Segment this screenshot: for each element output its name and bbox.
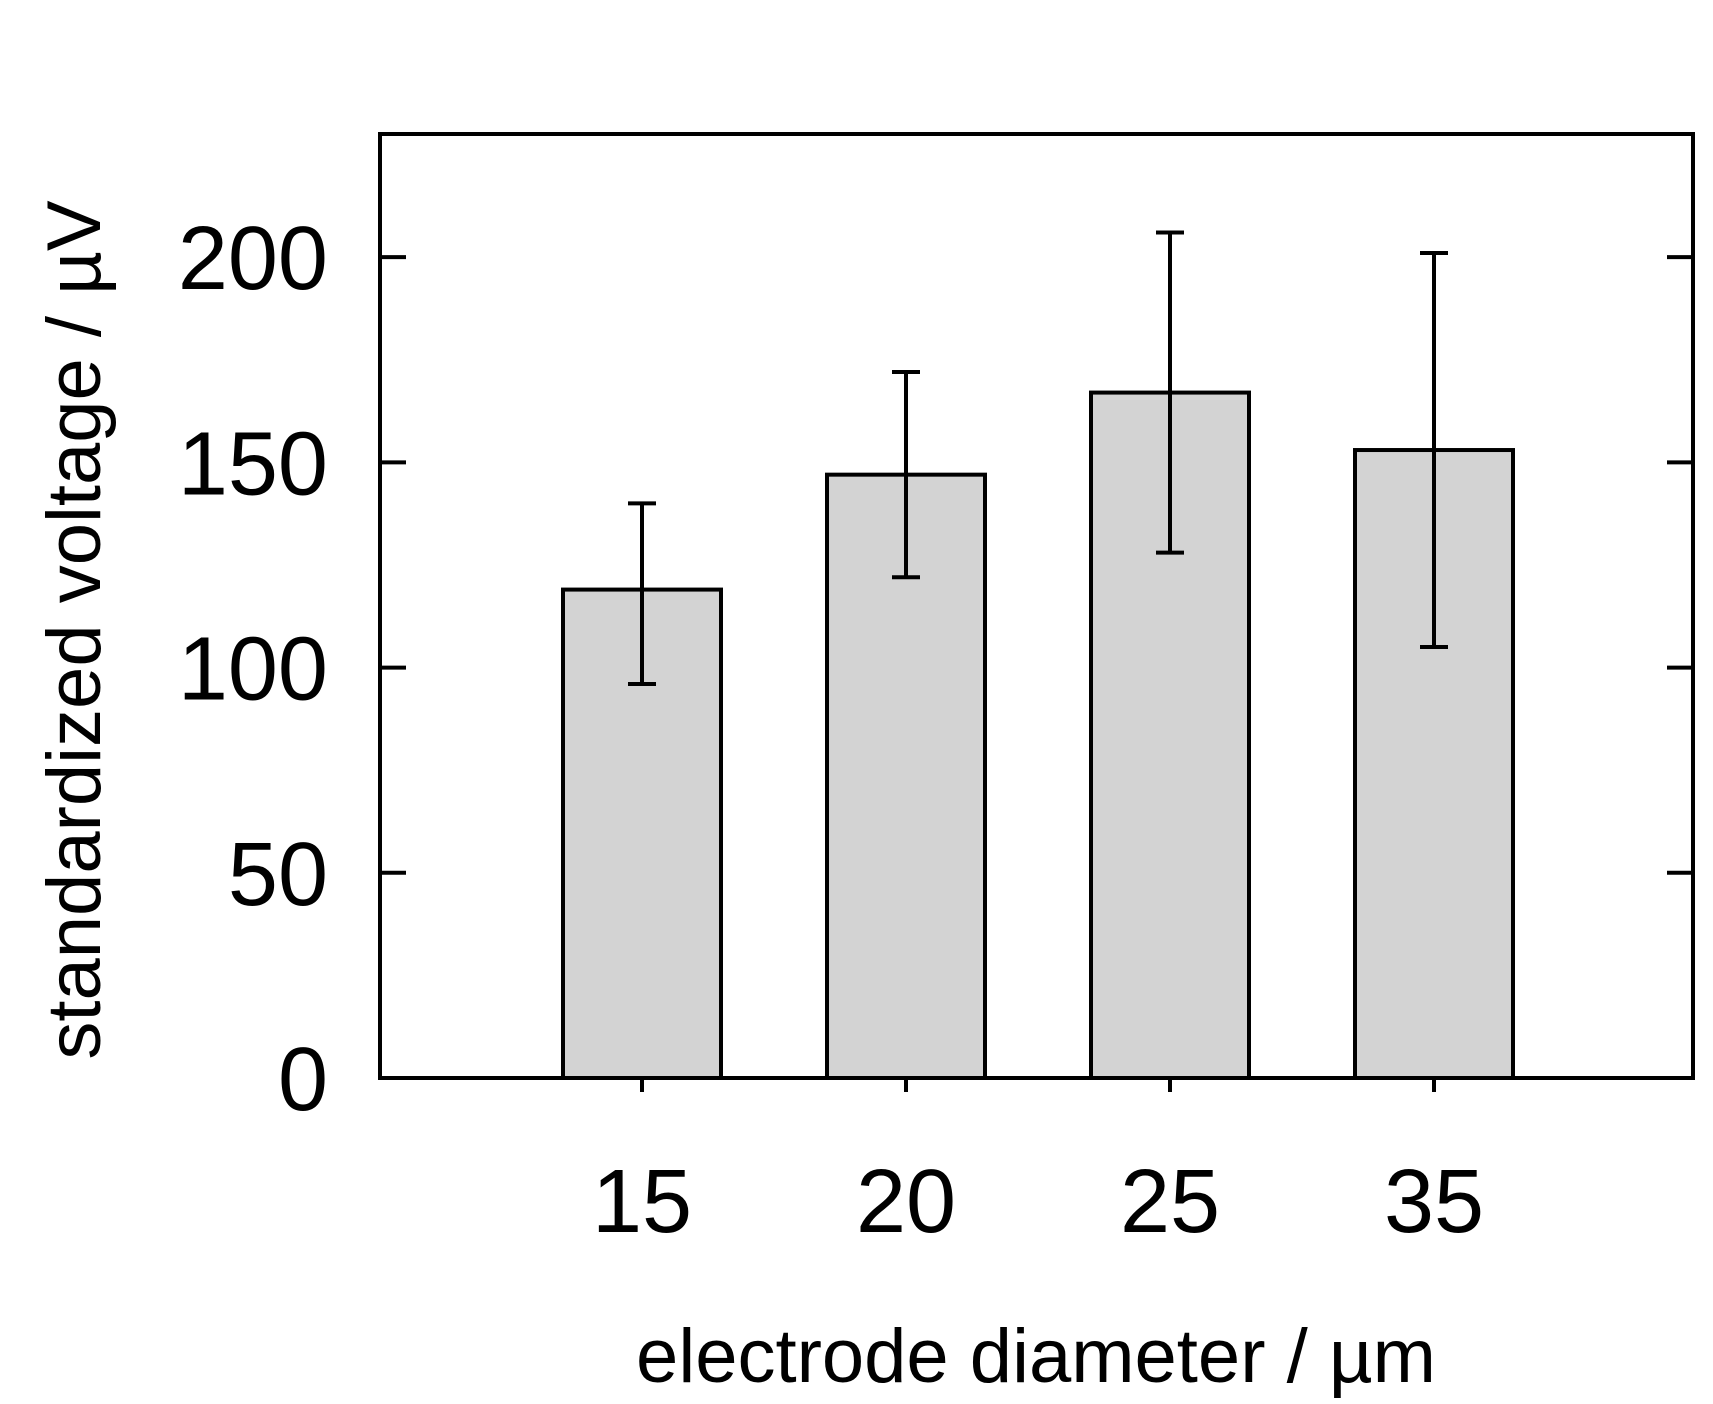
error-bar-35 (1420, 251, 1448, 650)
x-axis-label: electrode diameter / µm (636, 1314, 1436, 1399)
y-axis: 0 50 100 150 200 (178, 209, 1693, 1130)
error-bar-20 (892, 370, 920, 580)
x-axis: 15 20 25 35 (592, 1078, 1484, 1252)
error-bar-15 (628, 501, 656, 686)
error-bar-25 (1156, 230, 1184, 555)
x-tick-label-25: 25 (1120, 1152, 1220, 1252)
plot-area (561, 230, 1515, 1080)
y-tick-label-150: 150 (178, 414, 328, 514)
y-tick-label-50: 50 (228, 825, 328, 925)
plot-frame (378, 132, 1695, 1080)
x-tick-label-20: 20 (856, 1152, 956, 1252)
y-axis-label: standardized voltage / µV (32, 200, 117, 1060)
y-tick-label-200: 200 (178, 209, 328, 309)
y-tick-label-100: 100 (178, 620, 328, 720)
y-tick-label-0: 0 (278, 1030, 328, 1130)
x-tick-label-15: 15 (592, 1152, 692, 1252)
x-tick-label-35: 35 (1384, 1152, 1484, 1252)
